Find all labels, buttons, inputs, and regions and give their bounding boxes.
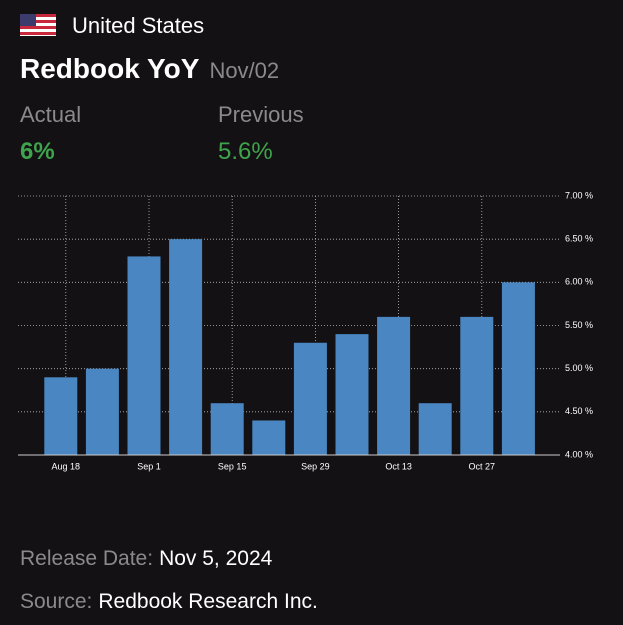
source-label: Source: — [20, 590, 92, 613]
bar — [44, 377, 78, 455]
y-tick-label: 7.00 % — [565, 190, 593, 200]
y-tick-label: 4.50 % — [565, 406, 593, 416]
bar — [460, 316, 494, 455]
y-tick-label: 4.00 % — [565, 449, 593, 459]
y-tick-label: 6.50 % — [565, 234, 593, 244]
previous-label: Previous — [218, 102, 304, 127]
previous-value: 5.6% — [218, 138, 273, 165]
source-value: Redbook Research Inc. — [98, 590, 317, 613]
title: Redbook YoY — [20, 53, 200, 84]
x-tick-label: Oct 13 — [385, 461, 412, 471]
source-line: Source: Redbook Research Inc. — [20, 590, 318, 613]
release-line: Release Date: Nov 5, 2024 — [20, 547, 273, 570]
bar — [210, 403, 244, 455]
x-tick-label: Sep 15 — [218, 461, 247, 471]
x-tick-label: Oct 27 — [469, 461, 496, 471]
x-tick-label: Sep 29 — [301, 461, 330, 471]
x-tick-label: Aug 18 — [52, 461, 81, 471]
y-tick-label: 5.50 % — [565, 320, 593, 330]
y-tick-label: 6.00 % — [565, 277, 593, 287]
release-label: Release Date: — [20, 547, 153, 570]
us-flag — [20, 14, 56, 36]
title-line: Redbook YoY Nov/02 — [20, 53, 279, 84]
release-value: Nov 5, 2024 — [159, 547, 273, 570]
bar — [127, 256, 161, 455]
bar — [501, 282, 535, 455]
bar — [85, 368, 119, 455]
country: United States — [72, 13, 204, 38]
chart: 4.00 % 4.50 % 5.00 % 5.50 % 6.00 % 6.50 % 7.00… — [18, 190, 593, 471]
bar — [418, 403, 452, 455]
y-tick-label: 5.00 % — [565, 363, 593, 373]
x-tick-label: Sep 1 — [137, 461, 161, 471]
bar — [377, 316, 411, 455]
bar — [335, 334, 369, 455]
bar — [252, 420, 286, 455]
bar — [169, 239, 203, 455]
actual-label: Actual — [20, 102, 81, 127]
actual-value: 6% — [20, 138, 55, 165]
period: Nov/02 — [209, 58, 279, 83]
bar — [293, 342, 327, 455]
